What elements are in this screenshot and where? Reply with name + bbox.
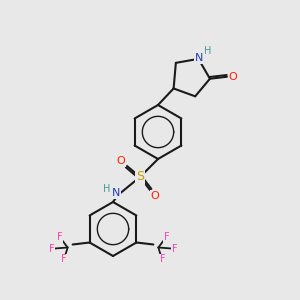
Text: F: F [61, 254, 66, 265]
Text: F: F [172, 244, 177, 254]
Text: N: N [195, 53, 204, 63]
Text: O: O [229, 72, 237, 82]
Text: H: H [103, 184, 111, 194]
Text: O: O [151, 191, 159, 201]
Text: S: S [136, 170, 144, 184]
Text: F: F [160, 254, 165, 265]
Text: H: H [204, 46, 211, 56]
Text: F: F [164, 232, 169, 242]
Text: O: O [117, 156, 125, 166]
Text: F: F [57, 232, 62, 242]
Text: N: N [112, 188, 120, 198]
Text: F: F [49, 244, 54, 254]
